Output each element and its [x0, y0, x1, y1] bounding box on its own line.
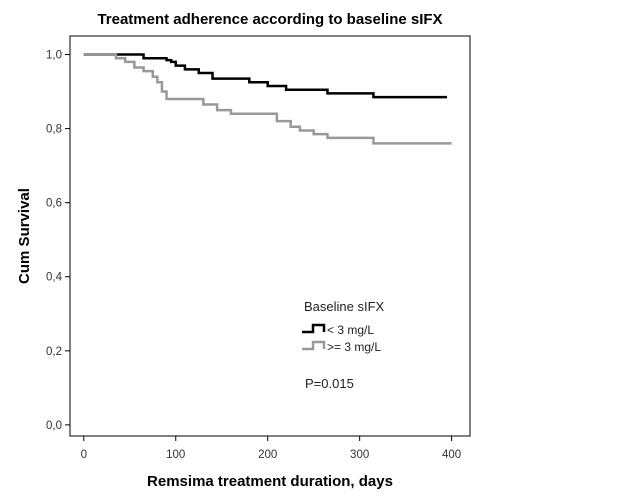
series-layer	[83, 53, 452, 145]
y-tick-label: 0,4	[46, 272, 63, 284]
y-tick-label: 0,0	[46, 420, 62, 432]
legend: Baseline sIFX < 3 mg/L >= 3 mg/L	[302, 299, 385, 354]
legend-title: Baseline sIFX	[304, 299, 385, 314]
legend-swatch	[302, 323, 326, 334]
x-tick-label: 0	[81, 449, 87, 461]
y-tick-label: 0,8	[46, 124, 62, 136]
p-value-annotation: P=0.015	[305, 376, 354, 391]
legend-label: >= 3 mg/L	[327, 340, 381, 354]
x-tick-label: 400	[442, 449, 461, 461]
chart-title: Treatment adherence according to baselin…	[97, 11, 442, 28]
x-axis-title: Remsima treatment duration, days	[147, 473, 393, 490]
x-tick-label: 200	[258, 449, 277, 461]
legend-swatch	[302, 340, 326, 351]
x-axis: 0 100 200 300 400	[81, 436, 461, 461]
y-tick-label: 0,2	[46, 346, 62, 358]
x-tick-label: 100	[166, 449, 185, 461]
y-axis: 0,0 0,2 0,4 0,6 0,8 1,0	[46, 50, 70, 432]
y-axis-title: Cum Survival	[16, 188, 33, 284]
x-tick-label: 300	[350, 449, 369, 461]
y-tick-label: 1,0	[46, 50, 62, 62]
series-line-above-3	[83, 53, 452, 145]
series-line-below-3	[83, 53, 448, 99]
plot-area-frame	[69, 35, 471, 437]
legend-label: < 3 mg/L	[327, 323, 374, 337]
y-tick-label: 0,6	[46, 198, 62, 210]
